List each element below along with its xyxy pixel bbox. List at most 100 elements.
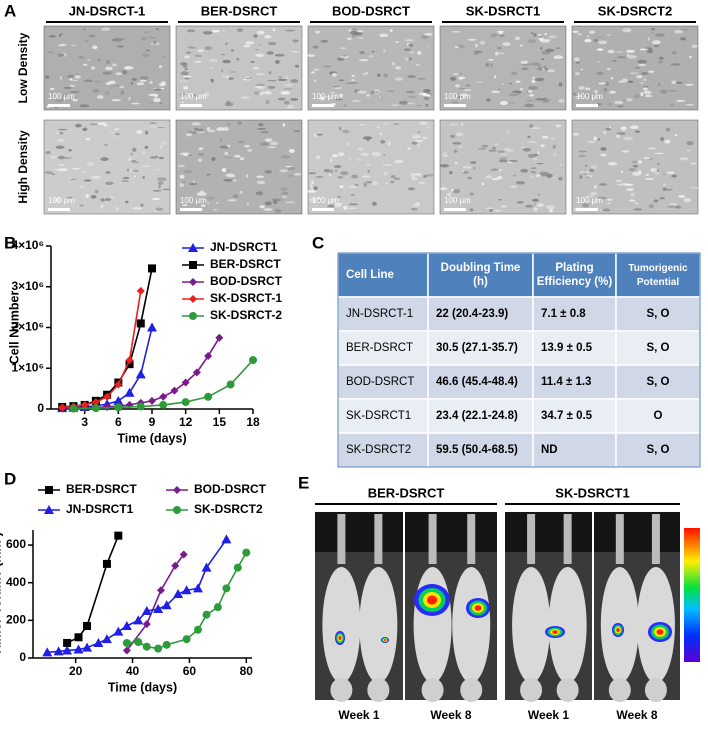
cell (664, 188, 674, 191)
cell (536, 203, 544, 207)
cell (680, 28, 690, 31)
cell (408, 57, 413, 61)
cell (654, 152, 665, 155)
cell (457, 95, 463, 99)
cell (223, 179, 233, 182)
cell (615, 180, 623, 182)
cell (249, 76, 252, 80)
mouse-body (452, 567, 491, 683)
cell (377, 73, 381, 77)
group-rule (315, 503, 497, 505)
legend-marker (44, 505, 54, 514)
cell (265, 100, 270, 105)
cell (363, 182, 368, 187)
cell (607, 49, 615, 54)
cell (57, 138, 65, 142)
cell (408, 43, 414, 47)
cell (210, 78, 214, 83)
y-tick-label: 0 (19, 650, 26, 664)
marker (204, 392, 213, 401)
cell (221, 53, 225, 56)
cell (102, 71, 111, 75)
cell (627, 80, 634, 84)
cell (67, 74, 75, 79)
y-tick-label: 1×10⁶ (11, 360, 44, 374)
cell (226, 169, 231, 172)
cell (597, 196, 607, 200)
cell (290, 51, 301, 53)
cell (382, 164, 392, 166)
cell (307, 54, 316, 57)
column-header: SK-DSRCT2 (598, 3, 672, 18)
cell (343, 104, 347, 107)
marker (134, 638, 143, 646)
cell (577, 33, 582, 36)
cell (407, 147, 411, 151)
marker (159, 392, 168, 401)
x-tick-label: 80 (240, 664, 254, 678)
cell (211, 157, 216, 161)
cell (368, 55, 374, 57)
cell (152, 190, 162, 192)
cell (186, 51, 192, 54)
cell (498, 88, 501, 91)
cell (79, 104, 90, 108)
cell (581, 203, 590, 205)
cell (153, 88, 162, 91)
cell (585, 87, 591, 91)
cell (349, 207, 357, 210)
cell (180, 71, 189, 76)
cell (671, 174, 678, 178)
cell (532, 158, 538, 161)
cell (593, 136, 597, 141)
cell (90, 194, 97, 199)
cell (579, 175, 583, 179)
cell (181, 101, 185, 104)
cell (221, 167, 227, 173)
cell (488, 149, 497, 152)
marker (213, 603, 222, 612)
cell (576, 61, 580, 64)
cell (337, 152, 344, 157)
cell (370, 90, 375, 95)
marker (53, 646, 64, 656)
cell (153, 97, 161, 103)
cell (319, 96, 325, 101)
cell (510, 185, 517, 188)
cell (470, 161, 477, 164)
cell (638, 63, 646, 67)
cell (596, 48, 604, 52)
cell (529, 123, 534, 129)
cell (267, 41, 277, 46)
cell (151, 197, 161, 201)
imaging-top (505, 512, 592, 552)
cell-text: BER-DSRCT (346, 342, 413, 354)
cell (207, 202, 210, 205)
cell (537, 150, 540, 155)
cell (256, 180, 266, 185)
x-tick-label: 60 (183, 664, 197, 678)
cell (92, 45, 98, 50)
cell (315, 176, 324, 178)
cell (555, 124, 562, 128)
cell (531, 198, 539, 202)
cell-text: S, O (646, 444, 669, 456)
cell (598, 40, 608, 45)
cell (256, 30, 265, 35)
series-line (47, 538, 228, 654)
cell (690, 162, 697, 165)
mouse-head (330, 678, 353, 702)
marker (113, 395, 124, 405)
cell (277, 78, 288, 81)
scale-bar-label: 100 μm (444, 92, 471, 101)
cell (89, 123, 98, 126)
cell (603, 88, 608, 92)
cell (580, 170, 590, 174)
cell (48, 34, 56, 38)
cell (232, 194, 239, 199)
cell (177, 164, 186, 168)
legend-marker (188, 243, 198, 252)
cell (473, 50, 483, 53)
cell (225, 173, 235, 178)
cell (184, 77, 190, 80)
